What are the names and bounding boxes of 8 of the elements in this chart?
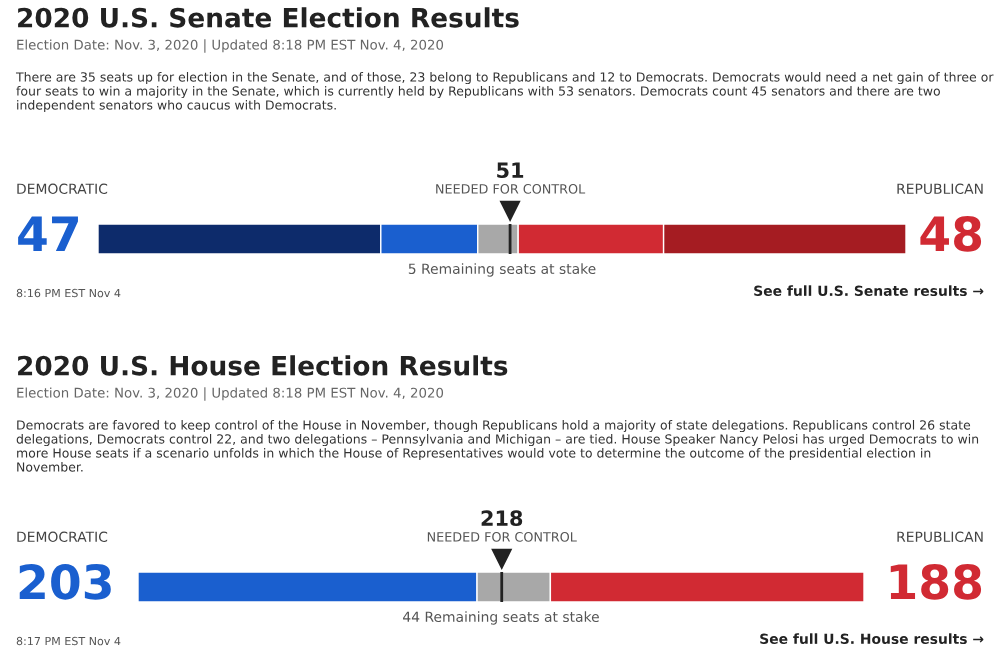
text: 51 (497, 162, 524, 179)
text: 203 (19, 563, 111, 600)
chart-title: 2020 U.S. Senate Election Results (18, 7, 519, 28)
chart-title: 2020 U.S. House Election Results (18, 355, 508, 376)
text: 47 (18, 216, 78, 252)
text: 48 (920, 215, 982, 252)
text: 218 (481, 510, 523, 527)
text: 188 (890, 563, 982, 600)
